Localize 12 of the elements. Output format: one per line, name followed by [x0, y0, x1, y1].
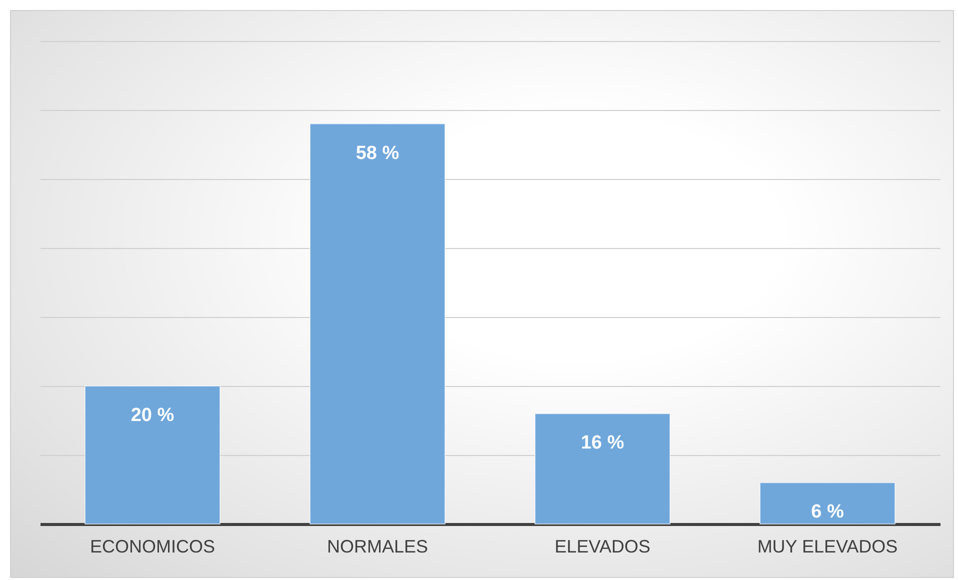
x-tick-label: MUY ELEVADOS [757, 536, 898, 556]
data-label: 6 % [811, 502, 844, 523]
bar [310, 123, 446, 524]
x-tick-label: NORMALES [326, 536, 428, 556]
bar [534, 413, 670, 524]
data-label: 20 % [130, 405, 174, 426]
x-tick-label: ECONOMICOS [90, 536, 216, 556]
data-label: 58 % [356, 142, 400, 164]
bar [84, 386, 220, 524]
bar [760, 482, 896, 524]
data-label: 16 % [580, 432, 624, 454]
x-tick-label: ELEVADOS [554, 536, 650, 556]
